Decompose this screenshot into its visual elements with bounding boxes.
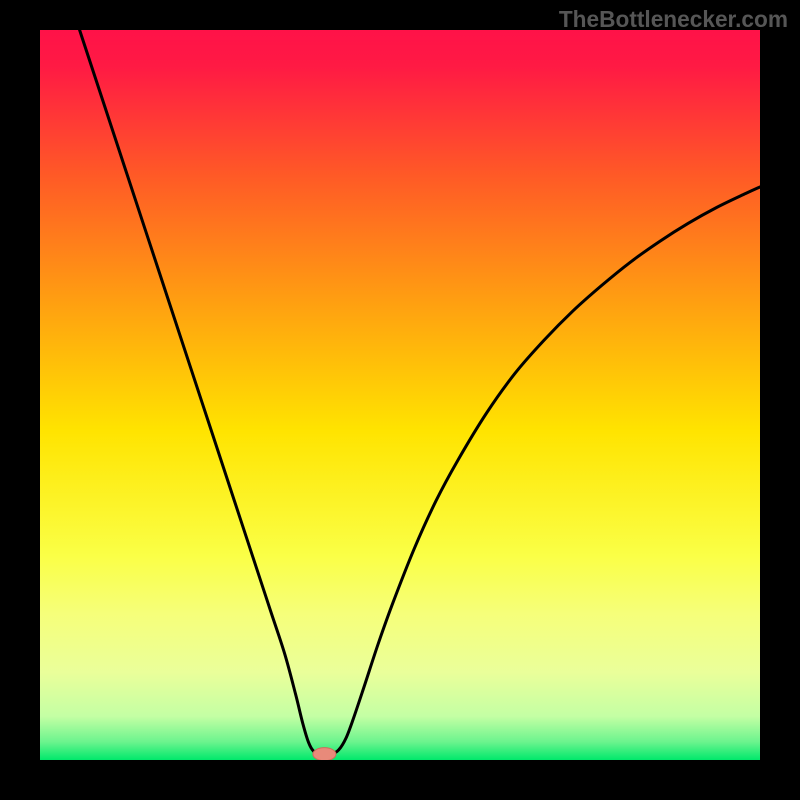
chart-svg bbox=[40, 30, 760, 760]
chart-frame: TheBottlenecker.com bbox=[0, 0, 800, 800]
plot-area bbox=[40, 30, 760, 760]
watermark-label: TheBottlenecker.com bbox=[559, 6, 788, 33]
optimal-marker bbox=[313, 748, 336, 760]
gradient-background bbox=[40, 30, 760, 760]
